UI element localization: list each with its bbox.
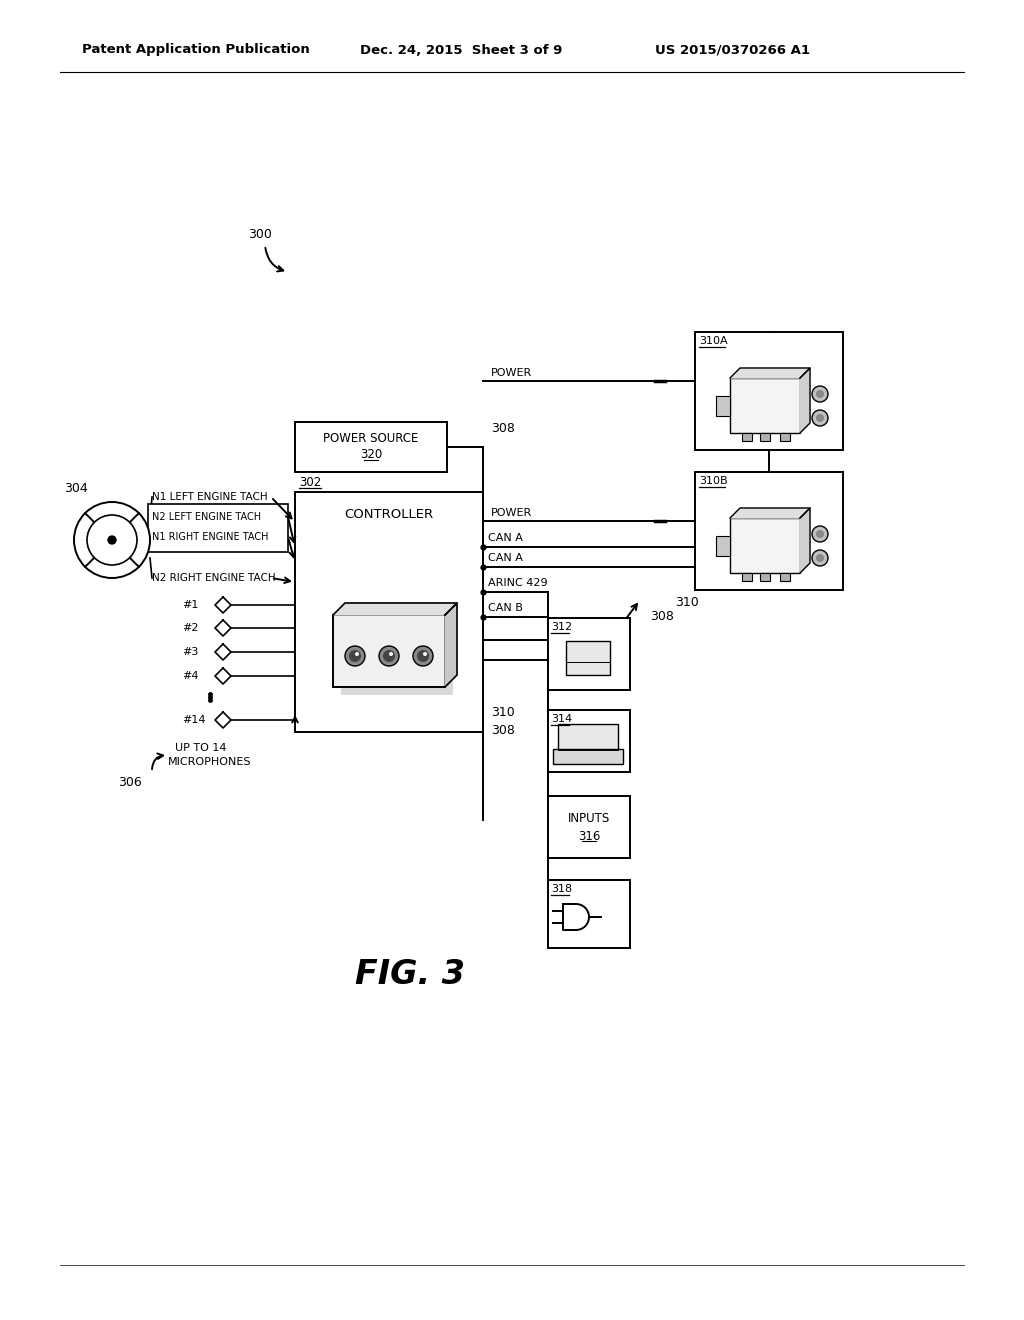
Text: CAN A: CAN A: [488, 533, 523, 543]
Text: #3: #3: [182, 647, 199, 657]
Text: POWER: POWER: [490, 508, 532, 517]
Circle shape: [812, 411, 828, 426]
Text: 304: 304: [63, 482, 88, 495]
Circle shape: [389, 652, 393, 656]
Text: 302: 302: [299, 475, 322, 488]
Circle shape: [816, 554, 824, 562]
Circle shape: [349, 649, 361, 663]
Bar: [730, 517, 800, 573]
Text: US 2015/0370266 A1: US 2015/0370266 A1: [655, 44, 810, 57]
Text: ARINC 429: ARINC 429: [488, 578, 548, 587]
Text: FIG. 3: FIG. 3: [355, 958, 465, 991]
Bar: [760, 573, 770, 581]
Bar: [780, 573, 790, 581]
Circle shape: [383, 649, 395, 663]
Polygon shape: [800, 508, 810, 573]
Circle shape: [812, 385, 828, 403]
Bar: [548, 710, 630, 772]
Bar: [566, 642, 610, 675]
Text: Patent Application Publication: Patent Application Publication: [82, 44, 309, 57]
Bar: [760, 433, 770, 441]
Polygon shape: [800, 368, 810, 433]
Circle shape: [423, 652, 427, 656]
Text: Dec. 24, 2015  Sheet 3 of 9: Dec. 24, 2015 Sheet 3 of 9: [360, 44, 562, 57]
Bar: [148, 504, 288, 552]
Text: INPUTS: INPUTS: [568, 812, 610, 825]
Bar: [742, 573, 752, 581]
Text: 306: 306: [118, 776, 141, 788]
Circle shape: [87, 515, 137, 565]
Circle shape: [816, 414, 824, 422]
Text: N1 LEFT ENGINE TACH: N1 LEFT ENGINE TACH: [152, 492, 267, 502]
Bar: [548, 880, 630, 948]
Text: 310A: 310A: [699, 337, 728, 346]
Text: CONTROLLER: CONTROLLER: [344, 507, 433, 520]
Bar: [333, 615, 445, 686]
Text: 300: 300: [248, 228, 272, 242]
Text: #4: #4: [182, 671, 199, 681]
Bar: [716, 536, 730, 556]
Bar: [730, 378, 800, 433]
Bar: [742, 433, 752, 441]
Polygon shape: [341, 623, 453, 696]
Polygon shape: [730, 508, 810, 517]
Text: 320: 320: [359, 449, 382, 462]
Bar: [695, 333, 843, 450]
Circle shape: [108, 536, 116, 544]
Bar: [548, 618, 630, 690]
Circle shape: [379, 645, 399, 667]
Text: 312: 312: [551, 622, 572, 632]
Circle shape: [816, 389, 824, 399]
Polygon shape: [333, 603, 457, 615]
Text: UP TO 14: UP TO 14: [175, 743, 226, 752]
Text: MICROPHONES: MICROPHONES: [168, 756, 252, 767]
Circle shape: [816, 531, 824, 539]
Circle shape: [355, 652, 359, 656]
Bar: [780, 433, 790, 441]
Text: CAN B: CAN B: [488, 603, 523, 612]
Text: #1: #1: [182, 601, 199, 610]
Text: POWER: POWER: [490, 368, 532, 378]
Bar: [295, 422, 447, 473]
Text: 314: 314: [551, 714, 572, 723]
Bar: [553, 748, 623, 764]
Text: N1 RIGHT ENGINE TACH: N1 RIGHT ENGINE TACH: [152, 532, 268, 543]
Text: #2: #2: [182, 623, 199, 634]
Text: 310: 310: [490, 705, 515, 718]
Text: 316: 316: [578, 829, 600, 842]
FancyArrowPatch shape: [152, 754, 163, 770]
Circle shape: [417, 649, 429, 663]
Bar: [695, 473, 843, 590]
Text: CAN A: CAN A: [488, 553, 523, 564]
Text: N2 RIGHT ENGINE TACH: N2 RIGHT ENGINE TACH: [152, 573, 275, 583]
Text: 308: 308: [650, 610, 674, 623]
Text: 310: 310: [675, 595, 698, 609]
Bar: [716, 396, 730, 416]
Circle shape: [413, 645, 433, 667]
Circle shape: [812, 550, 828, 566]
Text: 310B: 310B: [699, 477, 728, 486]
Text: N2 LEFT ENGINE TACH: N2 LEFT ENGINE TACH: [152, 512, 261, 521]
Text: 308: 308: [490, 422, 515, 436]
Bar: [558, 723, 618, 750]
Text: 308: 308: [490, 723, 515, 737]
Bar: [295, 492, 483, 733]
Circle shape: [812, 525, 828, 543]
Circle shape: [345, 645, 365, 667]
Bar: [548, 796, 630, 858]
Text: #14: #14: [182, 715, 206, 725]
Circle shape: [74, 502, 150, 578]
FancyArrowPatch shape: [265, 248, 284, 272]
Polygon shape: [445, 603, 457, 686]
Text: POWER SOURCE: POWER SOURCE: [324, 433, 419, 446]
Text: 318: 318: [551, 884, 572, 894]
Polygon shape: [730, 368, 810, 378]
